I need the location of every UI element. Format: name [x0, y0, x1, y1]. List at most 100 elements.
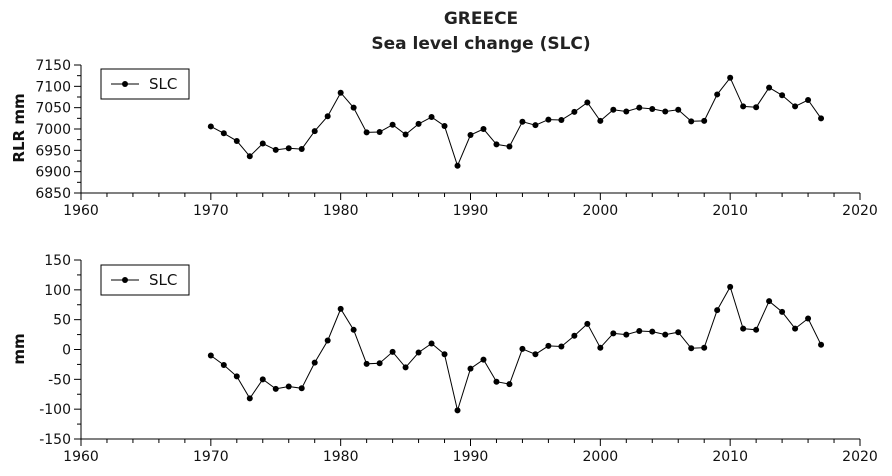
data-point [610, 330, 617, 337]
data-point [337, 89, 344, 96]
data-point [727, 74, 734, 81]
data-point [207, 123, 214, 130]
data-point [662, 108, 669, 115]
data-point [376, 360, 383, 367]
data-point [636, 104, 643, 111]
data-point [467, 365, 474, 372]
data-point [441, 351, 448, 358]
data-point [818, 115, 825, 122]
data-point [779, 308, 786, 315]
data-point [545, 116, 552, 123]
x-tick-label: 1980 [323, 203, 359, 219]
data-point [285, 383, 292, 390]
x-tick-label: 1960 [63, 449, 99, 465]
data-point [519, 118, 526, 125]
data-point [532, 351, 539, 358]
data-point [597, 117, 604, 124]
y-tick-label: 7050 [35, 101, 71, 117]
x-tick-label: 2010 [712, 203, 748, 219]
x-tick-label: 1990 [453, 449, 489, 465]
data-point [272, 385, 279, 392]
x-tick-label: 2020 [842, 203, 878, 219]
data-point [376, 128, 383, 135]
data-point [389, 348, 396, 355]
data-point [350, 326, 357, 333]
data-point [688, 345, 695, 352]
data-point [753, 104, 760, 111]
data-point [389, 121, 396, 128]
x-tick-label: 2010 [712, 449, 748, 465]
data-point [233, 137, 240, 144]
legend: SLC [100, 264, 190, 296]
data-point [298, 385, 305, 392]
data-point [220, 362, 227, 369]
x-tick-label: 2000 [583, 203, 619, 219]
data-point [558, 343, 565, 350]
chart-title: GREECE [444, 9, 518, 29]
x-tick-label: 1970 [193, 449, 229, 465]
data-point [727, 283, 734, 290]
data-point [688, 118, 695, 125]
x-tick-label: 1990 [453, 203, 489, 219]
data-point [454, 407, 461, 414]
panel-bottom: mm -150 -100 -50 0 50 100 150 1960 1970 1980 1990 2… [10, 253, 878, 465]
data-point [480, 126, 487, 132]
data-point [493, 378, 500, 385]
legend: SLC [100, 68, 190, 100]
series-line-slc [210, 76, 822, 168]
data-point [805, 315, 812, 322]
data-point [493, 141, 500, 148]
data-point [792, 325, 799, 332]
data-point [701, 344, 708, 351]
x-tick-label: 1970 [193, 203, 229, 219]
legend-marker [122, 277, 128, 283]
data-point [480, 356, 487, 363]
data-point [792, 103, 799, 110]
data-point [571, 108, 578, 115]
y-axis-label: RLR mm [10, 93, 28, 162]
legend-label: SLC [149, 271, 177, 289]
data-point [363, 360, 370, 367]
data-point [597, 344, 604, 351]
data-point [246, 153, 253, 160]
data-point [298, 146, 305, 153]
y-tick-label: -150 [39, 432, 71, 448]
data-point [675, 106, 682, 113]
data-point [324, 113, 331, 120]
data-point [818, 341, 825, 348]
data-point [246, 395, 253, 402]
data-point [571, 332, 578, 339]
data-point [207, 352, 214, 359]
data-point [428, 340, 435, 347]
y-tick-label: -100 [39, 402, 71, 418]
y-tick-label: -50 [48, 372, 71, 388]
data-point [454, 162, 461, 169]
y-tick-label: 6900 [35, 165, 71, 181]
data-point [415, 349, 422, 356]
y-tick-label: 50 [53, 313, 71, 329]
y-tick-label: 7100 [35, 79, 71, 95]
y-tick-label: 100 [44, 283, 71, 299]
series-line-slc [210, 285, 822, 413]
data-point [259, 140, 266, 147]
data-point [623, 331, 630, 338]
data-point [675, 329, 682, 336]
y-tick-label: 6850 [35, 186, 71, 202]
chart-subtitle: Sea level change (SLC) [371, 34, 590, 54]
data-point [766, 298, 773, 305]
data-point [337, 305, 344, 312]
legend-marker [122, 81, 128, 87]
data-point [220, 130, 227, 137]
data-point [623, 108, 630, 115]
data-point [285, 145, 292, 152]
data-point [415, 120, 422, 127]
data-point [506, 143, 513, 150]
data-point [558, 117, 565, 124]
data-point [363, 129, 370, 136]
data-point [311, 128, 318, 135]
data-point [311, 359, 318, 366]
y-tick-label: 7150 [35, 58, 71, 74]
data-point [519, 345, 526, 352]
data-point [740, 325, 747, 332]
